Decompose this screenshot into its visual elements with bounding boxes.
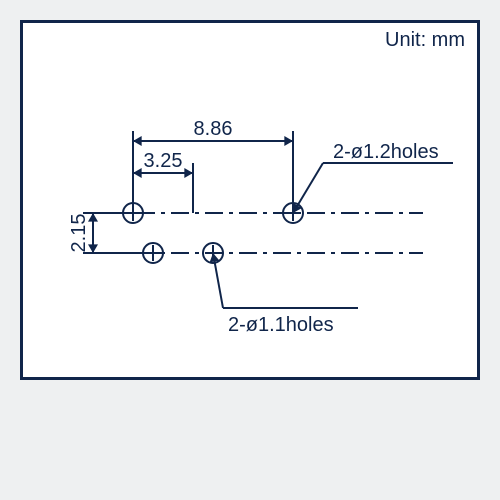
svg-text:3.25: 3.25 — [144, 150, 183, 172]
svg-text:2-ø1.1holes: 2-ø1.1holes — [228, 314, 334, 336]
drawing-frame: Unit: mm 8.863.252.152-ø1.2holes2-ø1.1ho… — [20, 20, 480, 380]
svg-text:2-ø1.2holes: 2-ø1.2holes — [333, 141, 439, 163]
svg-text:2.15: 2.15 — [68, 214, 90, 253]
drawing-canvas: 8.86 3.25 2.15 2-ø1.2holes 2-ø1.1holes — [23, 23, 477, 377]
svg-text:8.86: 8.86 — [194, 118, 233, 140]
